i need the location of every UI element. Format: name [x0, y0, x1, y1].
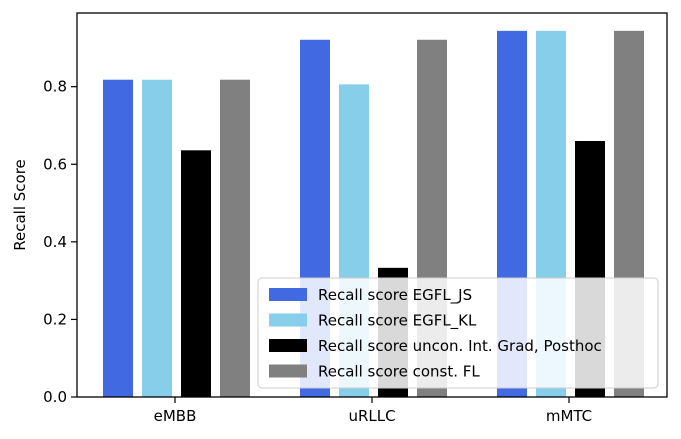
bar-eMBB-series-1 [103, 79, 133, 397]
x-tick-label: mMTC [546, 407, 592, 425]
legend-swatch [269, 313, 307, 327]
y-axis: 0.0 0.2 0.4 0.6 0.8 [43, 78, 77, 406]
legend-label: Recall score uncon. Int. Grad, Posthoc [318, 337, 602, 355]
legend-label: Recall score const. FL [318, 363, 480, 381]
legend-swatch [269, 364, 307, 378]
y-tick-label: 0.8 [43, 78, 67, 96]
legend-box [257, 277, 659, 389]
legend-label: Recall score EGFL_KL [318, 312, 477, 331]
legend-swatch [269, 339, 307, 352]
legend-label: Recall score EGFL_JS [318, 286, 472, 305]
y-axis-label: Recall Score [11, 159, 29, 251]
y-tick-label: 0.2 [43, 310, 67, 328]
y-tick-label: 0.4 [43, 233, 67, 251]
x-tick-label: uRLLC [348, 407, 395, 425]
bar-eMBB-series-2 [142, 79, 172, 397]
bar-eMBB-series-4 [220, 79, 250, 397]
y-tick-label: 0.6 [43, 155, 67, 173]
y-tick-label: 0.0 [43, 388, 67, 406]
legend-swatch [269, 288, 307, 301]
legend: Recall score EGFL_JS Recall score EGFL_KL… [257, 277, 659, 389]
x-axis: eMBB uRLLC mMTC [154, 397, 592, 425]
bar-eMBB-series-3 [181, 150, 211, 397]
x-tick-label: eMBB [154, 407, 197, 425]
